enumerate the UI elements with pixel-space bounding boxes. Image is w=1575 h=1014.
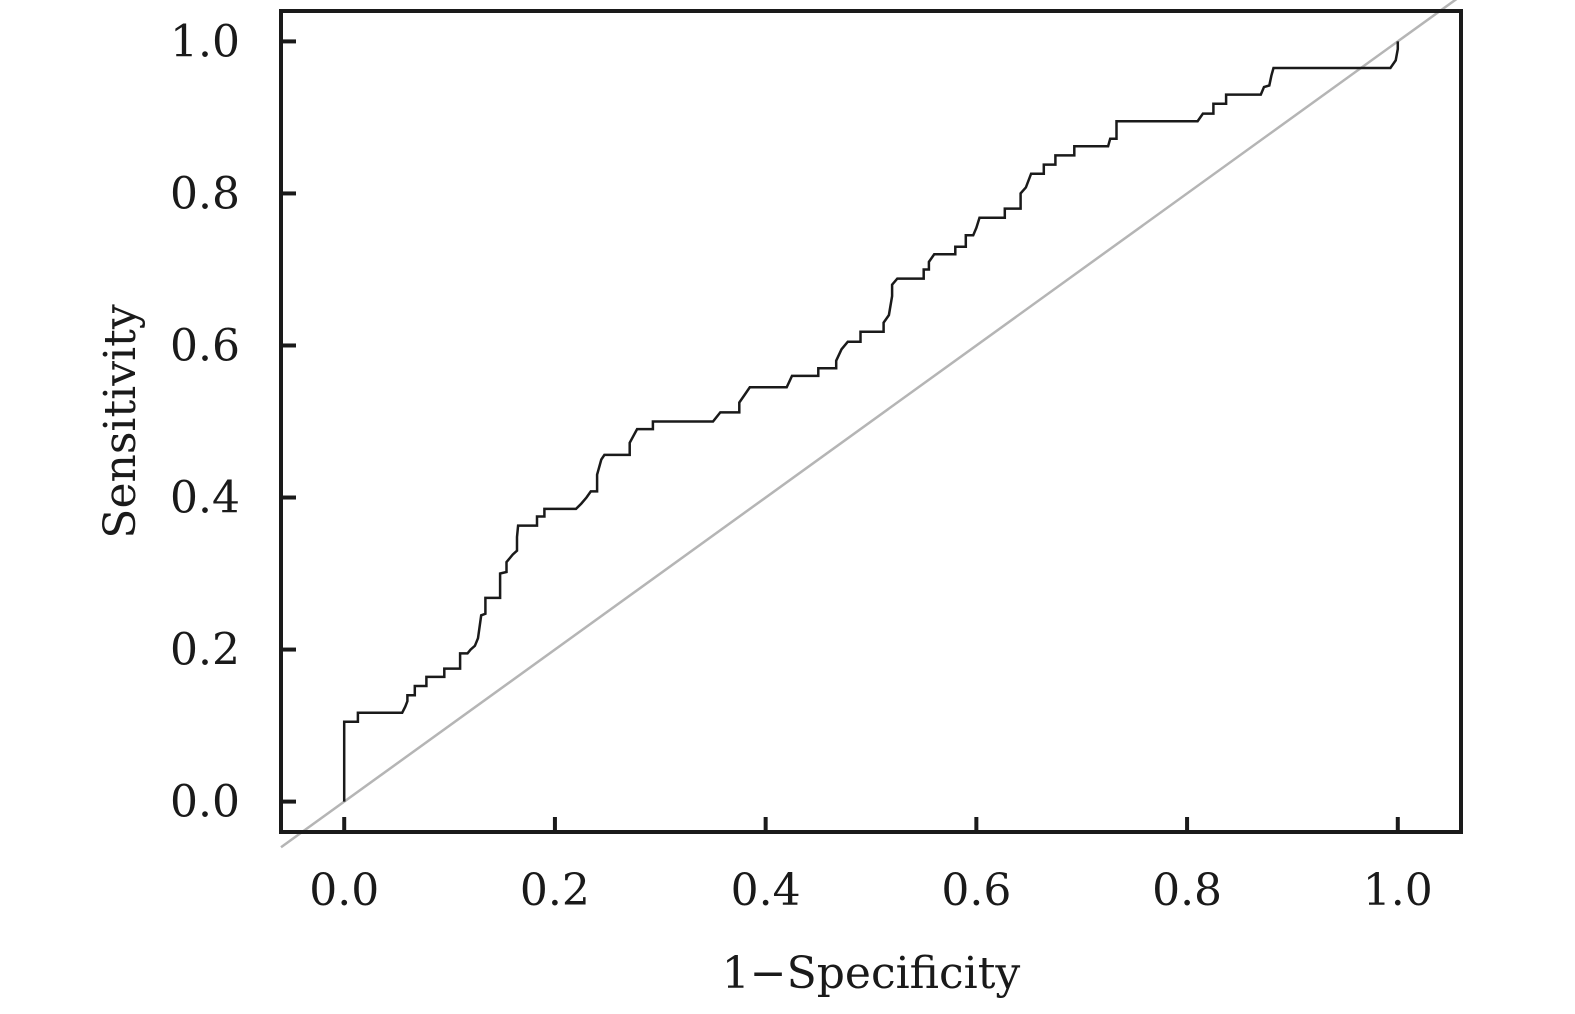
- plot-frame: [279, 9, 1463, 834]
- y-tick-label: 0.2: [170, 625, 240, 676]
- reference-line: [280, 0, 1458, 849]
- x-tick-label: 0.4: [731, 865, 801, 916]
- y-tick-label: 0.8: [170, 168, 240, 219]
- y-tick-label: 0.6: [170, 320, 240, 371]
- x-tick-label: 0.2: [520, 865, 590, 916]
- reference-diagonal-layer: [280, 0, 1458, 849]
- y-axis-title: Sensitivity: [95, 304, 146, 539]
- y-tick-label: 1.0: [170, 16, 240, 67]
- x-axis-title: 1−Specificity: [722, 948, 1021, 999]
- y-tick-label: 0.0: [170, 777, 240, 828]
- x-axis-ticks: 0.0 0.2 0.4 0.6 0.8 1.0: [309, 817, 1433, 916]
- x-tick-label: 1.0: [1363, 865, 1433, 916]
- x-tick-label: 0.6: [941, 865, 1011, 916]
- roc-curve-layer: [342, 41, 1400, 802]
- roc-curve: [342, 41, 1400, 802]
- x-tick-label: 0.0: [309, 865, 379, 916]
- y-axis-ticks: 0.0 0.2 0.4 0.6 0.8 1.0: [170, 16, 296, 828]
- x-tick-label: 0.8: [1152, 865, 1222, 916]
- y-tick-label: 0.4: [170, 473, 240, 524]
